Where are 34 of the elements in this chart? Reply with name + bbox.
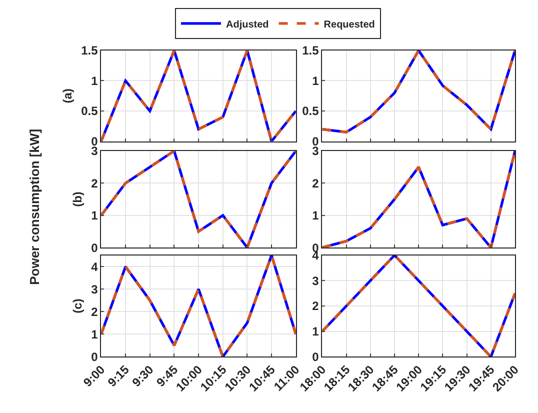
line-series xyxy=(101,50,296,142)
y-tick-label: 0.5 xyxy=(81,104,98,118)
y-axis-title: (a) xyxy=(60,88,74,104)
y-tick-label: 4 xyxy=(91,260,98,274)
y-tick-label: 3 xyxy=(91,282,98,296)
y-tick-label: 1 xyxy=(312,208,320,223)
y-tick-label: 2 xyxy=(91,304,98,319)
y-tick-label: 1.5 xyxy=(302,44,320,58)
line-series xyxy=(101,150,296,248)
y-tick-label: 1.5 xyxy=(81,44,98,58)
y-tick-label: 2 xyxy=(91,176,98,190)
line-series xyxy=(322,255,516,357)
y-tick-label: 1 xyxy=(312,324,320,339)
y-tick-label: 0 xyxy=(91,350,98,364)
y-tick-label: 0 xyxy=(91,240,98,255)
y-tick-label: 0 xyxy=(312,350,320,364)
line-series xyxy=(322,150,516,248)
y-axis-title: (c) xyxy=(70,298,84,314)
y-tick-label: 0.5 xyxy=(302,104,320,118)
y-tick-label: 1 xyxy=(91,74,98,88)
y-tick-label: 1 xyxy=(312,74,320,88)
y-tick-label: 1 xyxy=(91,327,98,342)
y-tick-label: 3 xyxy=(91,144,98,158)
text: Power consumption [kW] xyxy=(26,128,42,285)
line-series xyxy=(322,50,516,134)
line-series xyxy=(101,255,296,357)
legend-label: Adjusted xyxy=(226,19,269,30)
y-tick-label: 2 xyxy=(312,299,320,314)
y-tick-label: 1 xyxy=(91,208,98,223)
y-tick-label: 2 xyxy=(312,176,320,190)
y-tick-label: 3 xyxy=(312,144,320,158)
legend-label: Requested xyxy=(324,19,375,30)
y-tick-label: 3 xyxy=(312,274,320,288)
y-axis-title: (b) xyxy=(70,192,84,207)
